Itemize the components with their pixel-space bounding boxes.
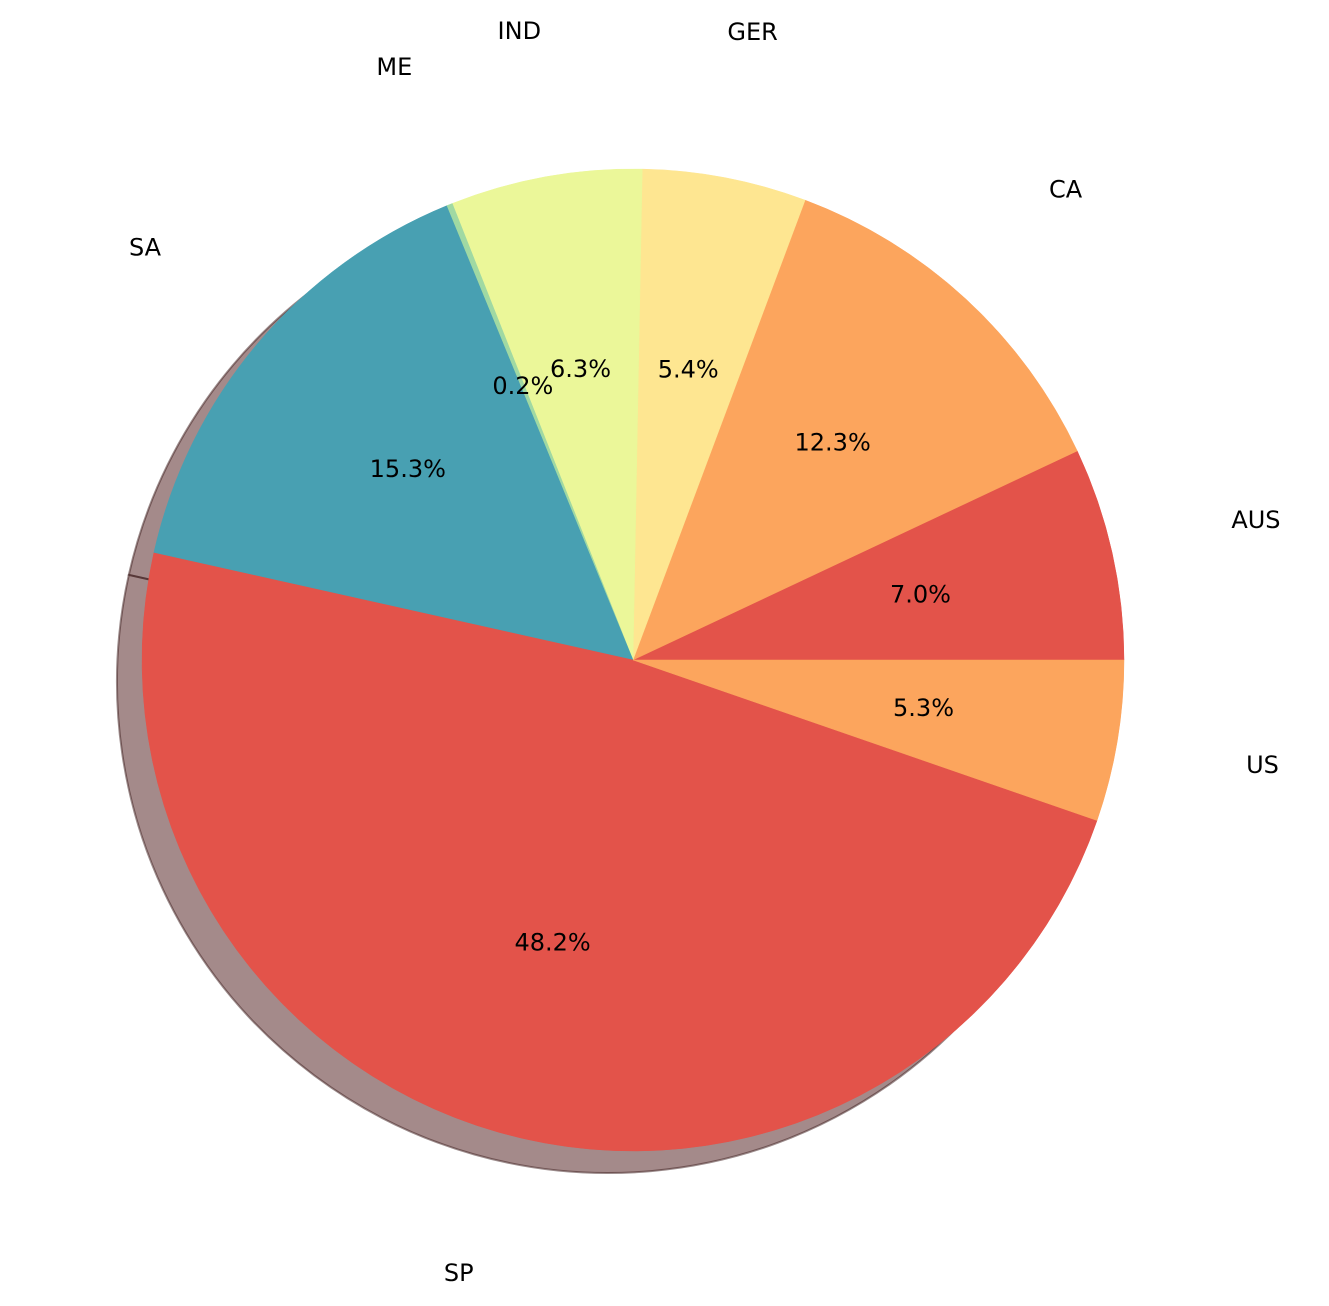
value-label: 6.3% xyxy=(550,355,611,383)
category-label: ME xyxy=(376,53,412,81)
category-label: SA xyxy=(129,234,162,262)
wedge xyxy=(451,168,643,661)
wedge xyxy=(141,552,1098,1152)
category-label: AUS xyxy=(1231,506,1280,534)
wedge xyxy=(632,168,806,661)
wedge xyxy=(632,450,1125,661)
value-label: 5.4% xyxy=(658,356,719,384)
category-label: GER xyxy=(727,18,777,46)
wedge-layer xyxy=(141,168,1125,1152)
value-label: 7.0% xyxy=(890,581,951,609)
value-label: 15.3% xyxy=(370,455,446,483)
wedge xyxy=(632,199,1078,661)
category-label: US xyxy=(1246,751,1279,779)
value-label: 5.3% xyxy=(893,694,954,722)
value-label: 0.2% xyxy=(492,372,553,400)
category-label: SP xyxy=(444,1259,474,1287)
wedge xyxy=(632,659,1125,821)
label-layer: AUS 7.0% CA 12.3% GER 5.4% IND 6.3% ME 0.2% SA 15.3… xyxy=(129,17,1281,1287)
value-label: 12.3% xyxy=(795,428,871,456)
wedge xyxy=(153,205,634,661)
category-label: IND xyxy=(498,17,542,45)
value-label: 48.2% xyxy=(514,928,590,956)
category-label: CA xyxy=(1049,176,1083,204)
